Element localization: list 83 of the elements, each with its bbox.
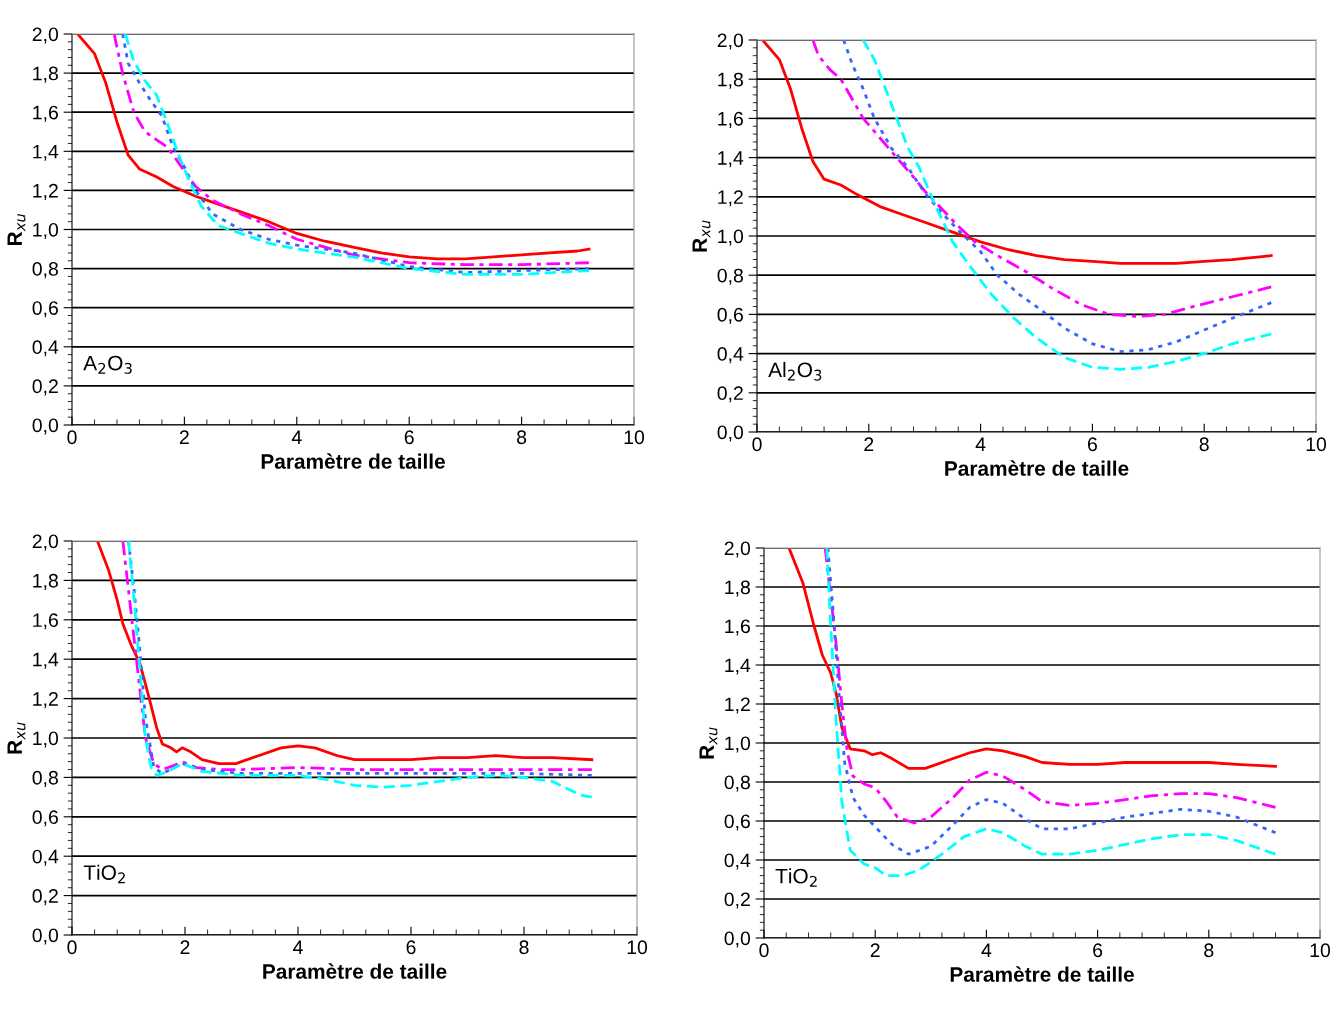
y-tick-label: 1,8 [718, 72, 743, 89]
x-tick-label: 4 [981, 943, 992, 957]
y-tick-label: 1,0 [718, 229, 744, 246]
y-tick-label: 1,6 [725, 619, 750, 636]
y-tick-label: 0,2 [724, 892, 750, 909]
y-axis-title: R$_{xu}$ [692, 220, 711, 252]
y-tick-label: 0,4 [32, 849, 59, 866]
y-tick-label: 2,0 [724, 541, 751, 558]
y-tick-label: 0,0 [32, 418, 59, 435]
y-tick-label: 0,6 [32, 810, 58, 827]
y-tick-label: 0,8 [717, 268, 743, 285]
line-series [761, 40, 1273, 265]
y-tick-label: 0,0 [724, 931, 751, 948]
x-tick-label: 2 [870, 943, 880, 957]
y-axis-title: R$_{xu}$ [7, 213, 26, 245]
y-tick-label: 1,6 [33, 613, 58, 630]
y-tick-label: 1,4 [33, 144, 59, 161]
y-tick-label: 0,4 [32, 340, 59, 357]
x-tick-label: 6 [406, 940, 416, 955]
y-tick-label: 0,8 [32, 262, 58, 279]
y-tick-label: 1,0 [33, 731, 59, 748]
annotation: A$_{2}$O$_{3}$ [83, 355, 132, 374]
x-axis-title: Paramètre de taille [261, 453, 445, 469]
x-tick-label: 8 [1199, 437, 1209, 452]
y-tick-label: 1,8 [33, 66, 58, 83]
x-axis-title: Paramètre de taille [945, 460, 1129, 476]
x-tick-label: 0 [67, 430, 77, 445]
y-tick-label: 0,4 [724, 853, 751, 870]
y-tick-label: 1,4 [33, 652, 59, 669]
y-tick-label: 0,6 [717, 307, 743, 324]
y-tick-label: 1,2 [33, 692, 58, 709]
x-tick-label: 10 [1306, 437, 1327, 452]
x-tick-label: 10 [624, 430, 645, 445]
x-tick-label: 4 [291, 430, 302, 444]
x-tick-label: 2 [180, 940, 190, 954]
x-tick-label: 4 [293, 940, 303, 954]
y-axis-title: R$_{xu}$ [699, 727, 718, 759]
x-tick-label: 2 [864, 437, 874, 451]
y-axis-title: R$_{xu}$ [7, 722, 26, 754]
y-tick-label: 1,4 [718, 151, 744, 168]
y-tick-label: 1,6 [33, 105, 58, 122]
y-tick-label: 0,2 [717, 386, 743, 403]
y-tick-label: 2,0 [717, 33, 744, 50]
y-tick-label: 1,4 [725, 658, 751, 675]
y-tick-label: 1,2 [33, 183, 58, 200]
annotation: TiO$_{2}$ [83, 864, 125, 884]
x-tick-label: 10 [1310, 943, 1331, 958]
y-tick-label: 1,2 [718, 190, 743, 207]
x-tick-label: 6 [1087, 437, 1097, 452]
y-tick-label: 1,6 [718, 111, 743, 128]
x-tick-label: 10 [627, 940, 648, 955]
line-series [787, 548, 1277, 770]
x-tick-label: 0 [759, 943, 769, 958]
x-tick-label: 0 [67, 940, 77, 955]
x-tick-label: 6 [1093, 943, 1103, 958]
annotation: Al$_{2}$O$_{3}$ [768, 361, 822, 381]
y-tick-label: 0,2 [32, 889, 58, 906]
y-tick-label: 0,0 [32, 928, 59, 945]
x-tick-label: 0 [752, 437, 762, 452]
y-tick-label: 0,0 [717, 425, 744, 442]
x-tick-label: 6 [404, 430, 414, 445]
y-tick-label: 2,0 [32, 27, 59, 44]
line-series [811, 40, 1273, 318]
x-tick-label: 8 [519, 940, 529, 955]
annotation: TiO$_{2}$ [775, 868, 817, 887]
y-tick-label: 0,4 [717, 347, 744, 364]
y-tick-label: 0,2 [32, 379, 58, 396]
x-tick-label: 2 [179, 430, 189, 444]
y-tick-label: 1,0 [725, 736, 751, 753]
y-tick-label: 1,2 [725, 697, 750, 714]
y-tick-label: 1,8 [725, 580, 750, 597]
x-tick-label: 8 [517, 430, 527, 445]
y-tick-label: 1,8 [33, 573, 58, 590]
y-tick-label: 1,0 [33, 222, 59, 240]
y-tick-label: 0,8 [724, 775, 750, 792]
y-tick-label: 0,6 [32, 301, 58, 318]
x-axis-title: Paramètre de taille [263, 963, 447, 979]
x-axis-title: Paramètre de taille [950, 966, 1134, 982]
y-tick-label: 0,6 [724, 814, 750, 831]
x-tick-label: 4 [975, 437, 986, 451]
y-tick-label: 2,0 [32, 534, 59, 551]
x-tick-label: 8 [1204, 943, 1214, 958]
y-tick-label: 0,8 [32, 770, 58, 787]
